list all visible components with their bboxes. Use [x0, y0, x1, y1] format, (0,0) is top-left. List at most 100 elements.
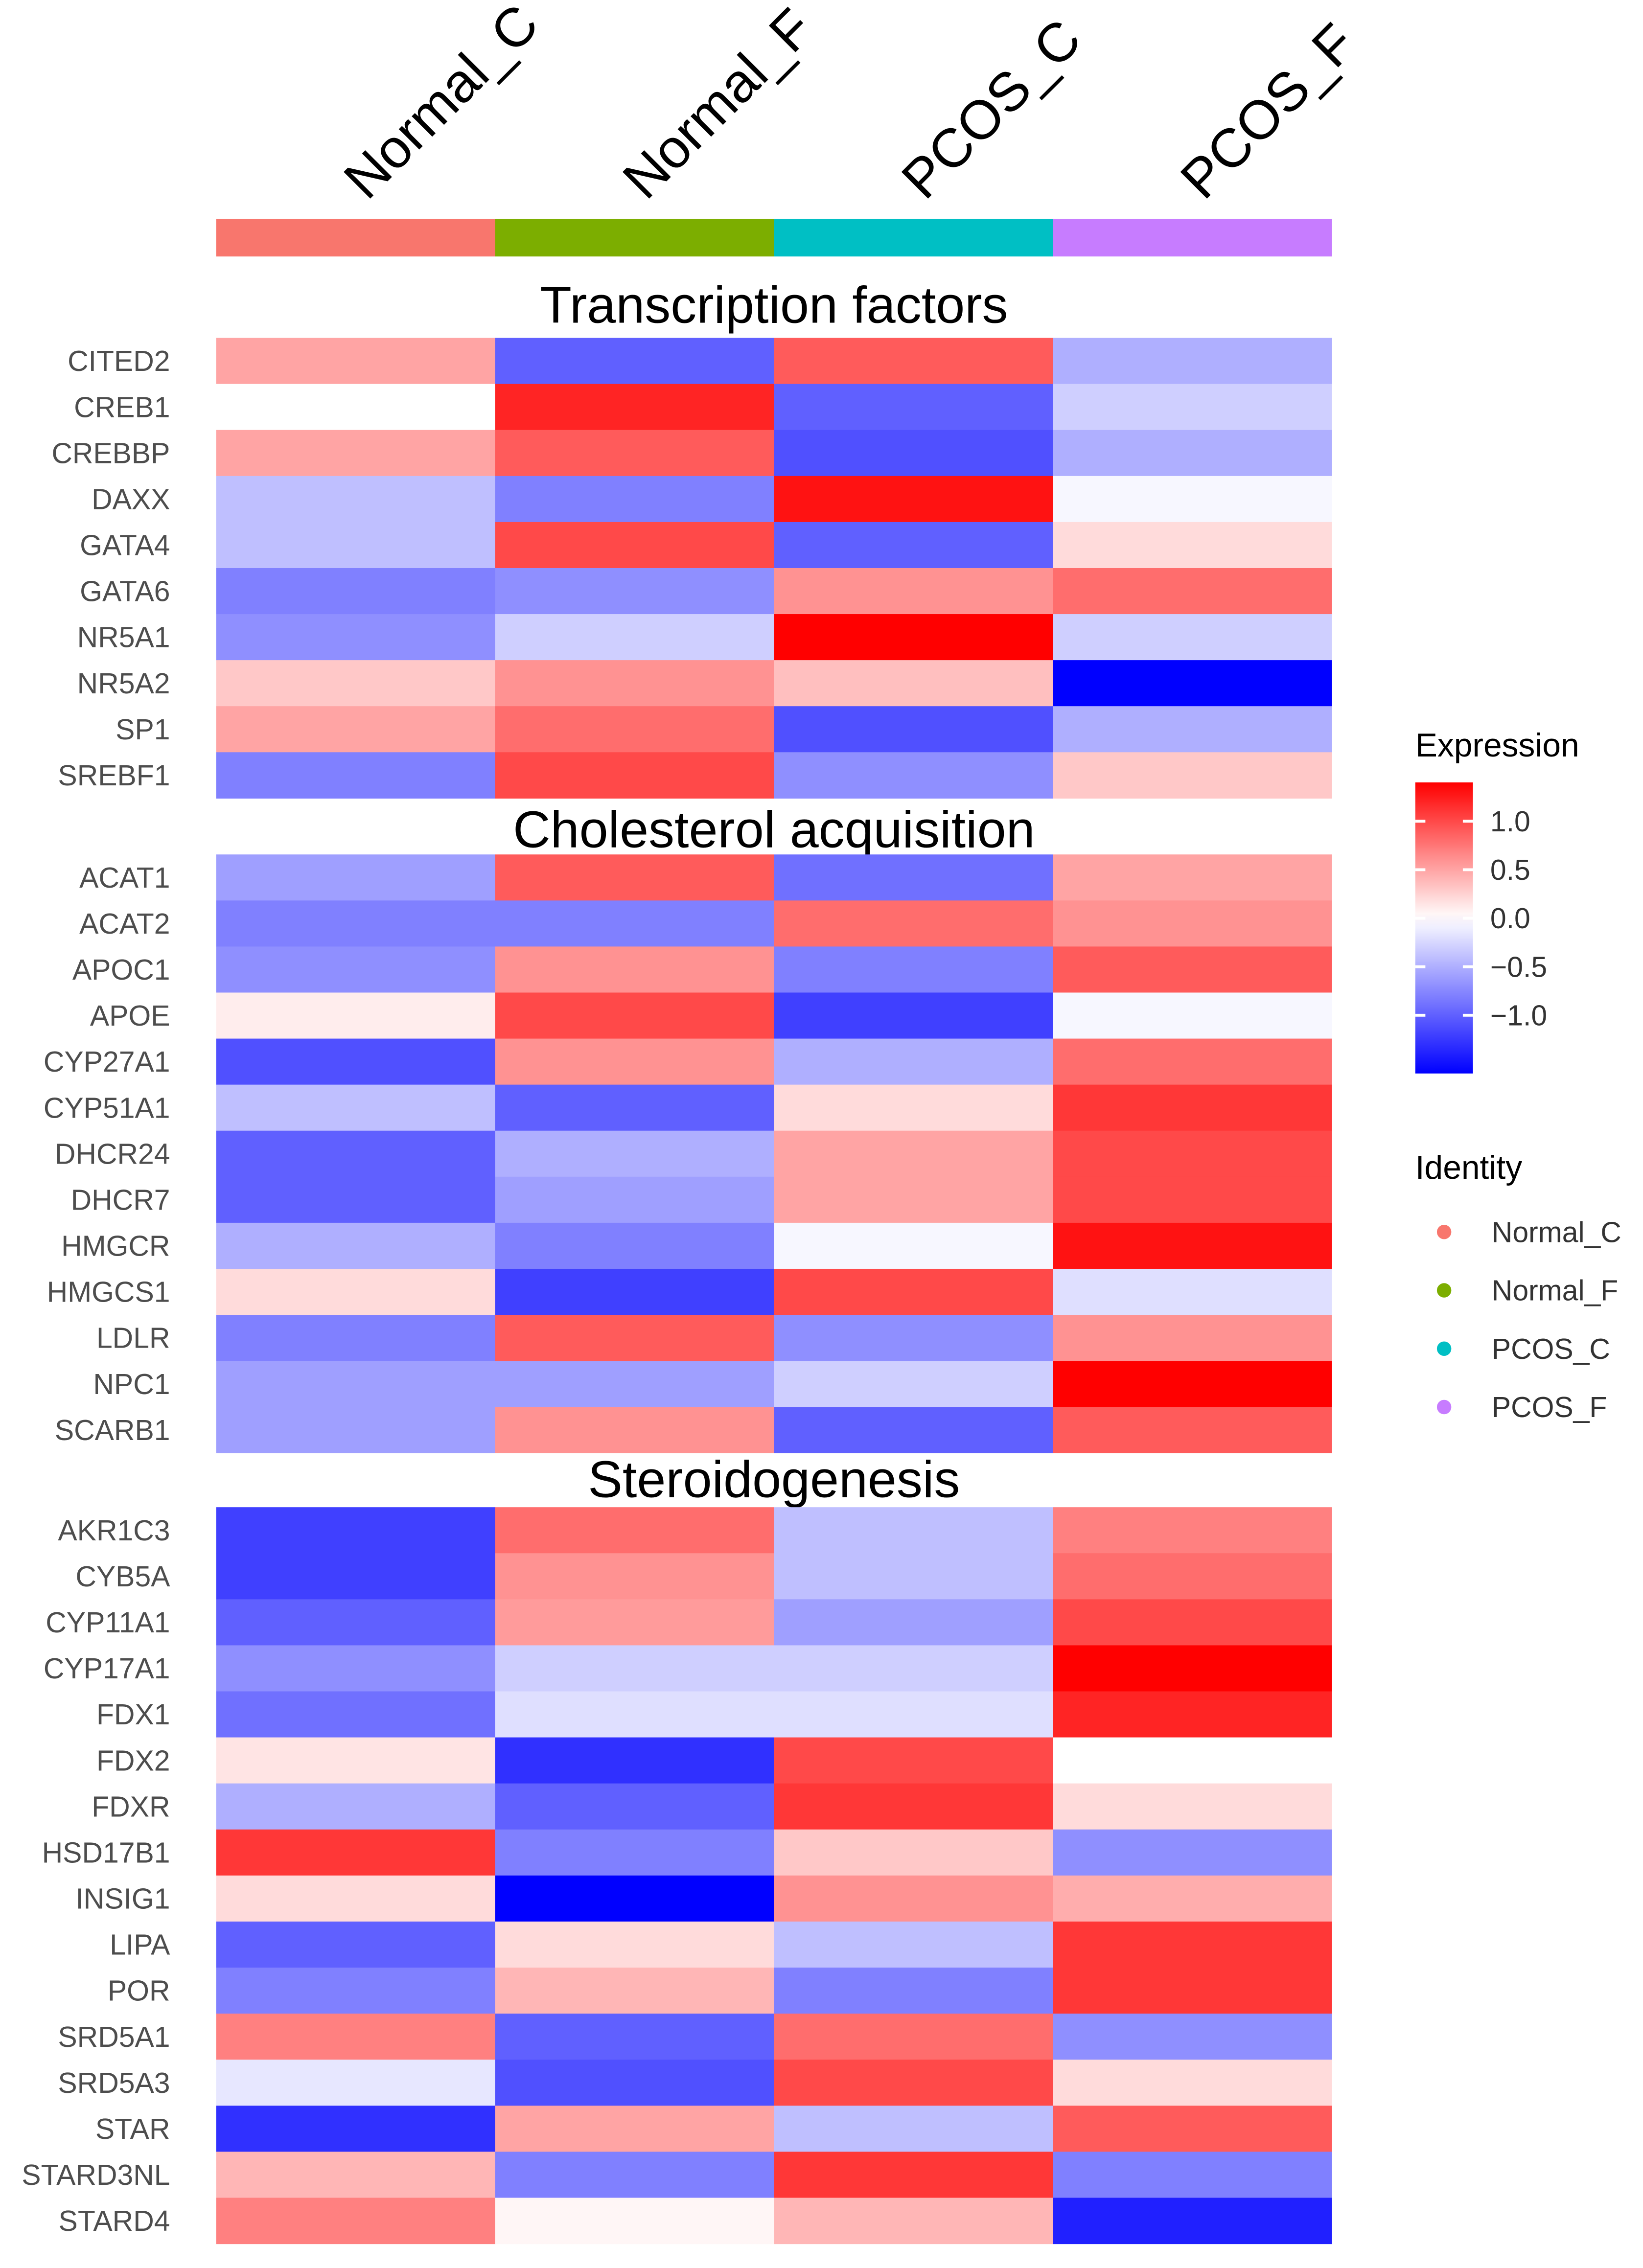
heatmap-cell — [495, 854, 774, 901]
heatmap-cell — [495, 1783, 774, 1830]
heatmap-cell — [1053, 854, 1332, 901]
identity-legend-dot-pcos-f — [1436, 1399, 1452, 1415]
heatmap-cell — [1053, 1645, 1332, 1692]
heatmap-cell — [1053, 2198, 1332, 2245]
row-label-gata6: GATA6 — [80, 576, 170, 608]
column-label-pcos-f: PCOS_F — [1169, 12, 1367, 210]
heatmap-cell — [495, 992, 774, 1039]
heatmap-cell — [1053, 1315, 1332, 1361]
row-label-srd5a1: SRD5A1 — [58, 2021, 170, 2053]
heatmap-cell — [774, 430, 1053, 477]
row-label-fdxr: FDXR — [92, 1791, 170, 1823]
heatmap-cell — [774, 384, 1053, 431]
heatmap-cell — [495, 2106, 774, 2152]
heatmap-cell — [216, 1783, 496, 1830]
heatmap-cell — [216, 2106, 496, 2152]
heatmap-cell — [216, 660, 496, 707]
heatmap-cell — [495, 1361, 774, 1407]
heatmap-cell — [1053, 1130, 1332, 1177]
heatmap-cell — [216, 1507, 496, 1554]
heatmap-cell — [1053, 1968, 1332, 2014]
heatmap-cell — [774, 1783, 1053, 1830]
heatmap-cell — [216, 1130, 496, 1177]
heatmap-cell — [1053, 384, 1332, 431]
heatmap-cell — [1053, 2152, 1332, 2199]
heatmap-cell — [216, 1176, 496, 1223]
heatmap-cell — [495, 1829, 774, 1876]
heatmap-cell — [1053, 476, 1332, 523]
heatmap-cell — [495, 660, 774, 707]
heatmap-cell — [774, 1268, 1053, 1315]
heatmap-cell — [216, 1645, 496, 1692]
heatmap-cell — [1053, 568, 1332, 615]
heatmap-cell — [495, 706, 774, 753]
heatmap-cell — [495, 1315, 774, 1361]
column-label-pcos-c: PCOS_C — [890, 7, 1092, 210]
heatmap-cell — [774, 1507, 1053, 1554]
heatmap-cell — [216, 752, 496, 799]
heatmap-cell — [495, 1222, 774, 1269]
row-label-star: STAR — [95, 2113, 170, 2145]
row-label-scarb1: SCARB1 — [55, 1415, 170, 1446]
heatmap-cell — [216, 1875, 496, 1922]
row-label-fdx2: FDX2 — [96, 1745, 170, 1777]
row-label-cyp11a1: CYP11A1 — [46, 1607, 170, 1639]
row-label-apoe: APOE — [90, 1000, 170, 1032]
colorbar-tick-label: −0.5 — [1490, 951, 1547, 983]
heatmap-cell — [495, 522, 774, 569]
heatmap-cell — [495, 1084, 774, 1131]
column-annotation-normal-c — [216, 219, 496, 257]
identity-legend-label-pcos-c: PCOS_C — [1492, 1333, 1610, 1365]
row-label-dhcr24: DHCR24 — [55, 1138, 170, 1170]
heatmap-cell — [774, 1222, 1053, 1269]
heatmap-cell — [216, 1737, 496, 1784]
heatmap-cell — [495, 2060, 774, 2106]
heatmap-cell — [216, 706, 496, 753]
heatmap-cell — [774, 1176, 1053, 1223]
heatmap-cell — [774, 1130, 1053, 1177]
heatmap-cell — [774, 476, 1053, 523]
heatmap-cell — [1053, 522, 1332, 569]
heatmap-cell — [774, 2060, 1053, 2106]
identity-legend-label-normal-c: Normal_C — [1492, 1216, 1621, 1248]
heatmap-cell — [495, 1268, 774, 1315]
heatmap-cell — [216, 430, 496, 477]
row-label-lipa: LIPA — [110, 1929, 170, 1961]
row-label-acat2: ACAT2 — [79, 908, 170, 940]
heatmap-cell — [495, 338, 774, 385]
heatmap-cell — [1053, 706, 1332, 753]
heatmap-cell — [495, 752, 774, 799]
heatmap-cell — [495, 1176, 774, 1223]
identity-legend-label-normal-f: Normal_F — [1492, 1275, 1618, 1307]
heatmap-cell — [774, 1407, 1053, 1453]
expression-legend-title: Expression — [1415, 727, 1579, 764]
heatmap-cell — [216, 992, 496, 1039]
heatmap-cell — [1053, 2060, 1332, 2106]
row-label-hmgcs1: HMGCS1 — [47, 1277, 170, 1308]
column-annotation-pcos-c — [774, 219, 1053, 257]
heatmap-cell — [216, 1599, 496, 1646]
section-title: Cholesterol acquisition — [513, 801, 1035, 859]
heatmap-cell — [495, 1553, 774, 1600]
heatmap-cell — [1053, 1407, 1332, 1453]
heatmap-cell — [774, 1691, 1053, 1738]
heatmap-cell — [216, 1407, 496, 1453]
row-label-hsd17b1: HSD17B1 — [42, 1837, 170, 1869]
heatmap-cell — [216, 522, 496, 569]
identity-legend-title: Identity — [1415, 1149, 1522, 1186]
heatmap-cell — [495, 476, 774, 523]
heatmap-cell — [216, 1315, 496, 1361]
heatmap-cell — [216, 1084, 496, 1131]
heatmap-cell — [774, 568, 1053, 615]
heatmap-cell — [774, 1599, 1053, 1646]
heatmap-cell — [216, 1921, 496, 1968]
row-label-stard4: STARD4 — [59, 2205, 170, 2237]
heatmap-cell — [1053, 1829, 1332, 1876]
heatmap-cell — [774, 706, 1053, 753]
heatmap-cell — [1053, 1084, 1332, 1131]
heatmap-cell — [495, 430, 774, 477]
row-label-nr5a2: NR5A2 — [77, 668, 170, 700]
heatmap-cell — [774, 1645, 1053, 1692]
heatmap-cell — [495, 568, 774, 615]
heatmap-cell — [774, 522, 1053, 569]
